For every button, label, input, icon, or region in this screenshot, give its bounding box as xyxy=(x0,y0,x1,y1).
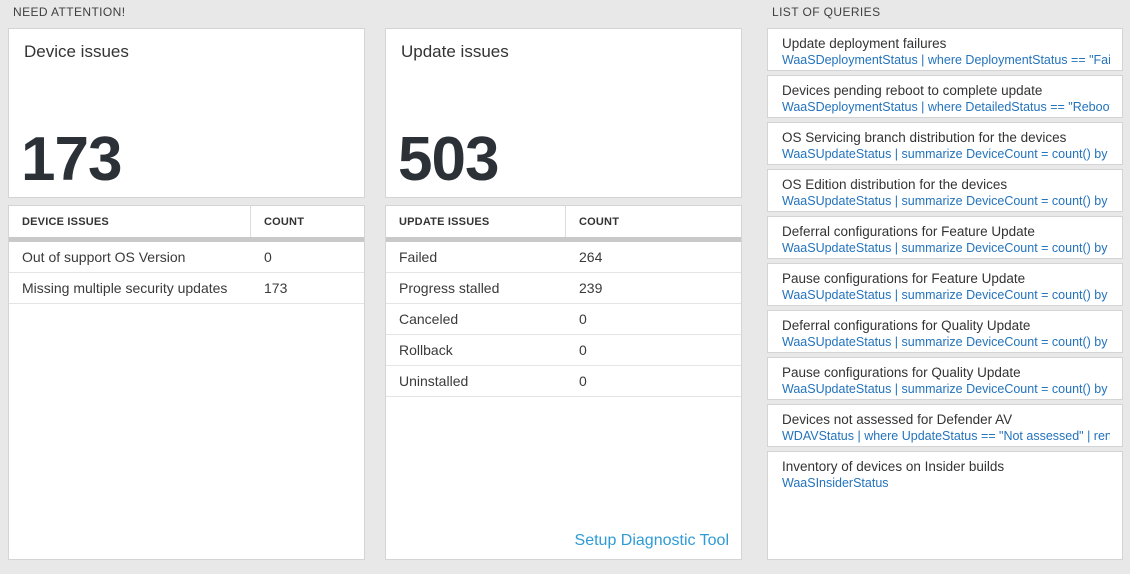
row-label: Rollback xyxy=(399,342,453,358)
update-issues-count: 503 xyxy=(398,125,499,194)
need-attention-column-devices: NEED ATTENTION! Device issues 173 DEVICE… xyxy=(8,0,365,574)
device-issues-table: DEVICE ISSUES COUNT Out of support OS Ve… xyxy=(8,205,365,560)
query-text: WaaSUpdateStatus | summarize DeviceCount… xyxy=(782,147,1110,161)
update-issues-tile[interactable]: Update issues 503 xyxy=(385,28,742,198)
setup-diagnostic-tool-link[interactable]: Setup Diagnostic Tool xyxy=(574,532,729,549)
query-text: WaaSUpdateStatus | summarize DeviceCount… xyxy=(782,194,1110,208)
query-title: OS Servicing branch distribution for the… xyxy=(782,130,1067,145)
list-of-queries-panel: LIST OF QUERIES Update deployment failur… xyxy=(767,0,1123,574)
table-row[interactable]: Out of support OS Version 0 xyxy=(9,242,364,273)
query-text: WaaSDeploymentStatus | where DeploymentS… xyxy=(782,53,1110,67)
query-item[interactable]: Pause configurations for Quality Update … xyxy=(767,357,1123,400)
query-title: Pause configurations for Feature Update xyxy=(782,271,1026,286)
query-item[interactable]: Update deployment failures WaaSDeploymen… xyxy=(767,28,1123,71)
table-row[interactable]: Missing multiple security updates 173 xyxy=(9,273,364,304)
query-item[interactable]: OS Edition distribution for the devices … xyxy=(767,169,1123,212)
table-row[interactable]: Uninstalled 0 xyxy=(386,366,741,397)
row-label: Uninstalled xyxy=(399,373,469,389)
query-title: Devices pending reboot to complete updat… xyxy=(782,83,1043,98)
query-item[interactable]: Inventory of devices on Insider builds W… xyxy=(767,451,1123,560)
table-row[interactable]: Canceled 0 xyxy=(386,304,741,335)
update-issues-table: UPDATE ISSUES COUNT Failed 264 Progress … xyxy=(385,205,742,560)
row-label: Out of support OS Version xyxy=(22,249,186,265)
device-issues-table-header: DEVICE ISSUES COUNT xyxy=(9,206,364,237)
query-item[interactable]: Deferral configurations for Quality Upda… xyxy=(767,310,1123,353)
query-text: WaaSInsiderStatus xyxy=(782,476,889,490)
row-label: Canceled xyxy=(399,311,459,327)
query-title: Inventory of devices on Insider builds xyxy=(782,459,1005,474)
row-count: 0 xyxy=(579,311,587,327)
query-item[interactable]: Devices pending reboot to complete updat… xyxy=(767,75,1123,118)
update-issues-tile-title: Update issues xyxy=(401,42,509,61)
row-count: 0 xyxy=(579,373,587,389)
query-title: Deferral configurations for Quality Upda… xyxy=(782,318,1031,333)
row-count: 0 xyxy=(579,342,587,358)
need-attention-header: NEED ATTENTION! xyxy=(13,5,126,19)
query-item[interactable]: OS Servicing branch distribution for the… xyxy=(767,122,1123,165)
query-title: Deferral configurations for Feature Upda… xyxy=(782,224,1035,239)
list-of-queries-header: LIST OF QUERIES xyxy=(772,5,881,19)
query-item[interactable]: Deferral configurations for Feature Upda… xyxy=(767,216,1123,259)
count-column-header: COUNT xyxy=(579,215,620,228)
table-header-separator xyxy=(9,237,364,242)
query-title: Pause configurations for Quality Update xyxy=(782,365,1021,380)
row-label: Failed xyxy=(399,249,438,265)
table-row[interactable]: Failed 264 xyxy=(386,242,741,273)
query-text: WaaSUpdateStatus | summarize DeviceCount… xyxy=(782,288,1110,302)
row-count: 173 xyxy=(264,280,288,296)
count-column-header: COUNT xyxy=(264,215,305,228)
table-row[interactable]: Progress stalled 239 xyxy=(386,273,741,304)
device-issues-tile[interactable]: Device issues 173 xyxy=(8,28,365,198)
device-issues-tile-title: Device issues xyxy=(24,42,129,61)
query-title: Devices not assessed for Defender AV xyxy=(782,412,1013,427)
update-issues-table-header: UPDATE ISSUES COUNT xyxy=(386,206,741,237)
query-item[interactable]: Devices not assessed for Defender AV WDA… xyxy=(767,404,1123,447)
device-issues-column-header: DEVICE ISSUES xyxy=(9,206,251,237)
update-issues-column-header: UPDATE ISSUES xyxy=(386,206,566,237)
need-attention-column-updates: Update issues 503 UPDATE ISSUES COUNT Fa… xyxy=(385,0,742,574)
row-count: 264 xyxy=(579,249,603,265)
table-row[interactable]: Rollback 0 xyxy=(386,335,741,366)
row-count: 0 xyxy=(264,249,272,265)
query-title: Update deployment failures xyxy=(782,36,947,51)
query-title: OS Edition distribution for the devices xyxy=(782,177,1008,192)
row-label: Missing multiple security updates xyxy=(22,280,228,296)
query-item[interactable]: Pause configurations for Feature Update … xyxy=(767,263,1123,306)
row-count: 239 xyxy=(579,280,603,296)
query-text: WaaSDeploymentStatus | where DetailedSta… xyxy=(782,100,1110,114)
query-text: WDAVStatus | where UpdateStatus == "Not … xyxy=(782,429,1110,443)
query-text: WaaSUpdateStatus | summarize DeviceCount… xyxy=(782,335,1110,349)
device-issues-count: 173 xyxy=(21,125,122,194)
query-list: Update deployment failures WaaSDeploymen… xyxy=(767,28,1123,560)
row-label: Progress stalled xyxy=(399,280,500,296)
query-text: WaaSUpdateStatus | summarize DeviceCount… xyxy=(782,382,1110,396)
table-header-separator xyxy=(386,237,741,242)
query-text: WaaSUpdateStatus | summarize DeviceCount… xyxy=(782,241,1110,255)
